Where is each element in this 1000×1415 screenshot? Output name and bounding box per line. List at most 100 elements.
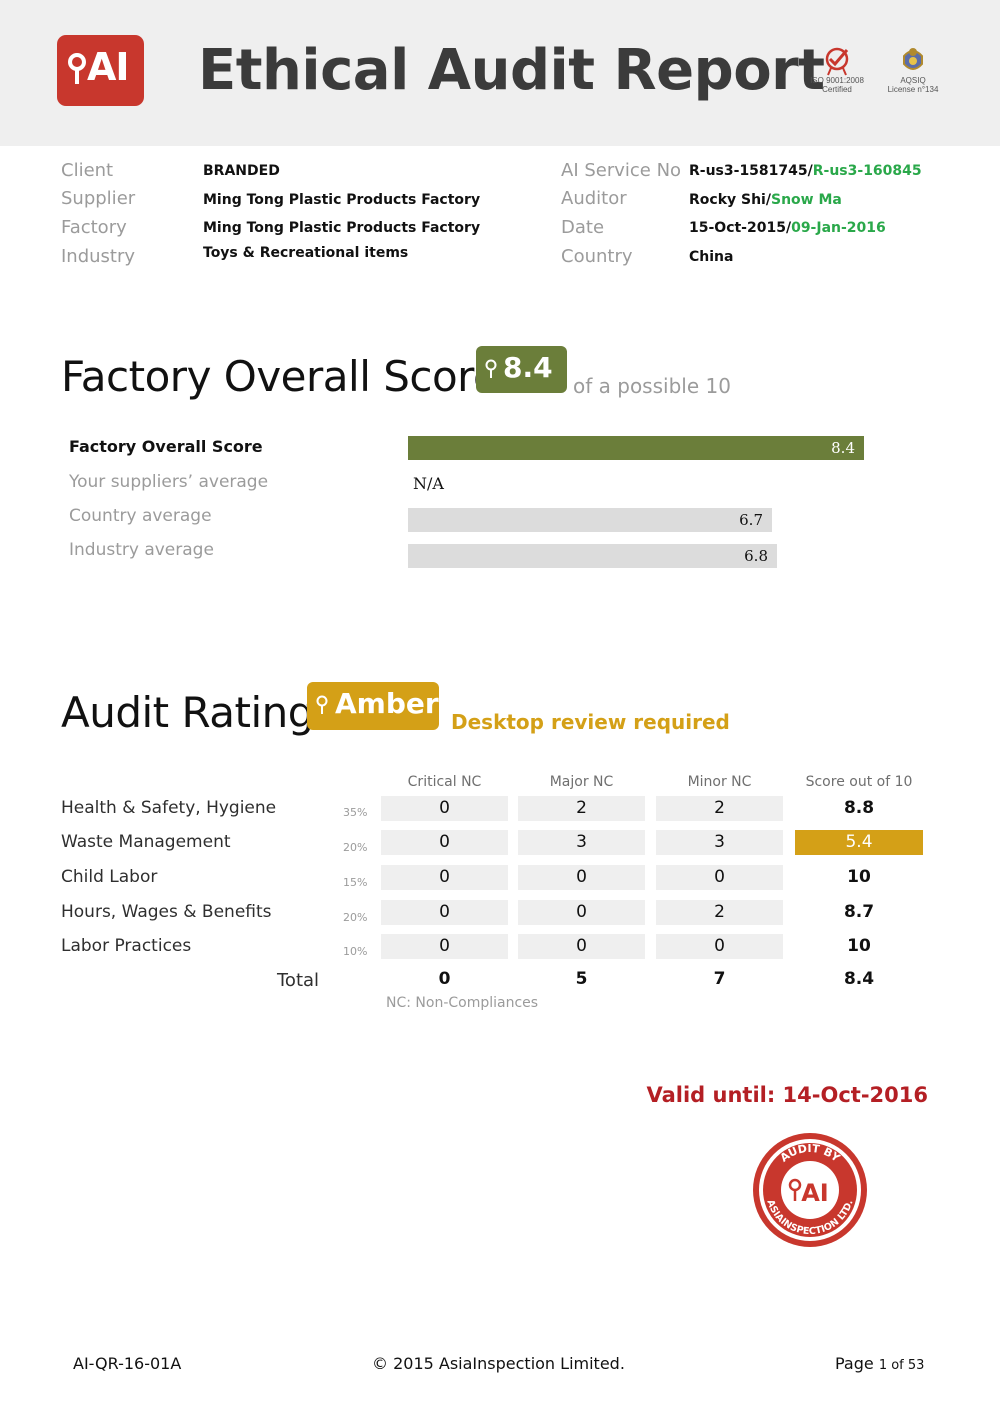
col-score: Score out of 10: [805, 774, 913, 790]
service-no-label: AI Service No: [561, 160, 682, 181]
copyright: © 2015 AsiaInspection Limited.: [372, 1354, 625, 1373]
col-critical-nc: Critical NC: [407, 774, 482, 790]
date-label: Date: [561, 217, 605, 238]
table-row-label: Waste Management: [61, 832, 231, 852]
date-value: 15-Oct-2015/09-Jan-2016: [689, 220, 886, 236]
audit-rating-value: Amber: [335, 687, 439, 720]
industry-average-label: Industry average: [69, 540, 214, 560]
auditor-label: Auditor: [561, 188, 627, 209]
document-code: AI-QR-16-01A: [73, 1354, 182, 1373]
table-cell-score: 8.7: [843, 902, 875, 922]
total-critical: 0: [438, 969, 451, 989]
table-cell-major: 0: [518, 900, 645, 925]
table-row-label: Health & Safety, Hygiene: [61, 798, 277, 818]
logo-text: AI: [87, 45, 130, 89]
service-no-secondary: R-us3-160845: [812, 163, 922, 179]
table-row-label: Labor Practices: [61, 936, 192, 956]
overall-score-badge: 8.4: [476, 346, 567, 393]
aqsiq-license-badge: AQSIQ License n°134: [880, 46, 946, 100]
table-cell-critical: 0: [381, 900, 508, 925]
table-row-weight: 20%: [343, 841, 368, 854]
table-row-label: Child Labor: [61, 867, 158, 887]
audit-rating-badge: Amber: [307, 682, 439, 730]
country-value: China: [689, 249, 734, 265]
page-word: Page: [835, 1354, 874, 1373]
factory-score-bar: 8.4: [408, 436, 864, 460]
industry-value: Toys & Recreational items: [203, 245, 409, 261]
col-minor-nc: Minor NC: [687, 774, 752, 790]
audit-rating-heading: Audit Rating: [61, 688, 314, 737]
audit-rating-note: Desktop review required: [451, 710, 730, 734]
client-value: BRANDED: [203, 163, 280, 179]
report-header: AI Ethical Audit Report ISO 9001:2008 Ce…: [0, 0, 1000, 146]
table-cell-minor: 3: [656, 830, 783, 855]
country-label: Country: [561, 246, 633, 267]
service-no-primary: R-us3-1581745/: [689, 163, 813, 179]
suppliers-average-label: Your suppliers’ average: [69, 472, 269, 492]
supplier-value: Ming Tong Plastic Products Factory: [203, 192, 481, 208]
table-row-weight: 20%: [343, 911, 368, 924]
industry-label: Industry: [61, 246, 136, 267]
table-cell-minor: 0: [656, 865, 783, 890]
score-scale-note: of a possible 10: [573, 374, 731, 398]
asiainspection-logo: AI: [57, 35, 144, 106]
factory-score-label: Factory Overall Score: [69, 437, 263, 456]
table-cell-major: 2: [518, 796, 645, 821]
service-no-value: R-us3-1581745/R-us3-160845: [689, 163, 922, 179]
table-cell-major: 0: [518, 934, 645, 959]
table-cell-score: 10: [847, 867, 871, 887]
iso-cert-line-1: ISO 9001:2008: [810, 76, 864, 85]
iso-certification-badge: ISO 9001:2008 Certified: [804, 46, 870, 100]
auditor-value: Rocky Shi/Snow Ma: [689, 192, 842, 208]
magnifier-icon: [68, 53, 86, 84]
table-row-weight: 35%: [343, 806, 368, 819]
valid-until: Valid until: 14-Oct-2016: [646, 1083, 928, 1107]
country-average-label: Country average: [69, 506, 212, 526]
iso-cert-line-2: Certified: [822, 85, 852, 94]
aqsiq-line-1: AQSIQ: [900, 76, 926, 85]
aqsiq-line-2: License n°134: [887, 85, 939, 94]
auditor-secondary: Snow Ma: [770, 192, 842, 208]
country-average-bar: 6.7: [408, 508, 772, 532]
country-average-bar-value: 6.7: [739, 511, 763, 529]
total-minor: 7: [713, 969, 726, 989]
seal-logo-text: AI: [801, 1179, 829, 1207]
total-label: Total: [277, 970, 320, 991]
audit-seal-stamp: AUDIT BY ASIAINSPECTION LTD. AI: [753, 1133, 867, 1247]
table-cell-major: 0: [518, 865, 645, 890]
supplier-label: Supplier: [61, 188, 136, 209]
magnifier-icon: [485, 359, 497, 378]
date-secondary: 09-Jan-2016: [791, 220, 886, 236]
table-cell-critical: 0: [381, 796, 508, 821]
factory-value: Ming Tong Plastic Products Factory: [203, 220, 481, 236]
auditor-primary: Rocky Shi/: [689, 192, 771, 208]
overall-score-heading: Factory Overall Score: [61, 352, 499, 401]
total-major: 5: [575, 969, 588, 989]
overall-score-value: 8.4: [503, 351, 553, 384]
magnifier-icon: [316, 695, 328, 714]
table-row-weight: 15%: [343, 876, 368, 889]
table-cell-minor: 0: [656, 934, 783, 959]
table-cell-score: 8.8: [843, 798, 875, 818]
nc-footnote: NC: Non-Compliances: [386, 995, 539, 1011]
table-cell-score-flagged: 5.4: [795, 830, 923, 855]
table-cell-critical: 0: [381, 865, 508, 890]
table-row-label: Hours, Wages & Benefits: [61, 902, 272, 922]
date-primary: 15-Oct-2015/: [689, 220, 792, 236]
industry-average-bar-value: 6.8: [744, 547, 768, 565]
table-row-weight: 10%: [343, 945, 368, 958]
table-cell-minor: 2: [656, 900, 783, 925]
table-cell-critical: 0: [381, 830, 508, 855]
industry-average-bar: 6.8: [408, 544, 777, 568]
col-major-nc: Major NC: [549, 774, 614, 790]
client-label: Client: [61, 160, 114, 181]
factory-score-bar-value: 8.4: [831, 439, 855, 457]
page-count: 1 of 53: [878, 1358, 925, 1373]
page-number: Page 1 of 53: [835, 1354, 924, 1373]
report-title: Ethical Audit Report: [198, 38, 825, 103]
iso-cert-icon: [825, 47, 849, 76]
suppliers-average-value: N/A: [413, 474, 444, 493]
table-cell-score: 10: [847, 936, 871, 956]
factory-label: Factory: [61, 217, 127, 238]
total-score: 8.4: [843, 969, 875, 989]
